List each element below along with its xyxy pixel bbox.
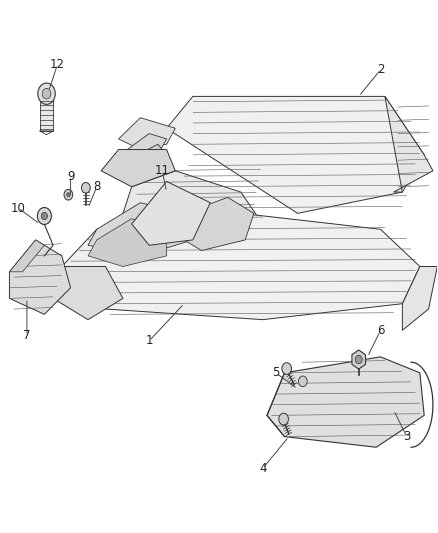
Polygon shape (10, 240, 71, 314)
Polygon shape (267, 357, 424, 447)
Circle shape (41, 212, 47, 220)
Circle shape (279, 413, 288, 425)
Text: 1: 1 (145, 334, 153, 348)
Text: 12: 12 (50, 58, 65, 71)
Polygon shape (166, 96, 424, 213)
Circle shape (38, 83, 55, 104)
Polygon shape (127, 144, 166, 171)
Text: 9: 9 (67, 169, 74, 183)
Polygon shape (53, 266, 123, 320)
Circle shape (282, 363, 291, 374)
Circle shape (42, 88, 51, 99)
Polygon shape (352, 350, 366, 369)
Text: 11: 11 (155, 164, 170, 177)
Polygon shape (88, 219, 166, 266)
Text: 3: 3 (403, 430, 410, 443)
Text: 5: 5 (272, 366, 279, 379)
Polygon shape (10, 240, 44, 272)
Polygon shape (403, 266, 437, 330)
Circle shape (64, 189, 73, 200)
Polygon shape (385, 96, 433, 192)
Text: 6: 6 (377, 324, 384, 337)
Polygon shape (175, 197, 254, 251)
Polygon shape (88, 203, 193, 256)
Circle shape (67, 192, 70, 197)
Polygon shape (119, 118, 175, 150)
Bar (40, 96, 53, 131)
Text: 4: 4 (259, 462, 266, 475)
Polygon shape (123, 171, 263, 235)
Text: 10: 10 (11, 201, 25, 214)
Text: 7: 7 (23, 329, 31, 342)
Text: 8: 8 (93, 180, 100, 193)
Circle shape (355, 356, 362, 364)
Polygon shape (132, 181, 210, 245)
Circle shape (298, 376, 307, 386)
Polygon shape (101, 150, 175, 187)
Circle shape (37, 207, 51, 224)
Polygon shape (127, 134, 166, 160)
Circle shape (81, 182, 90, 193)
Polygon shape (62, 213, 420, 320)
Text: 2: 2 (377, 63, 384, 76)
